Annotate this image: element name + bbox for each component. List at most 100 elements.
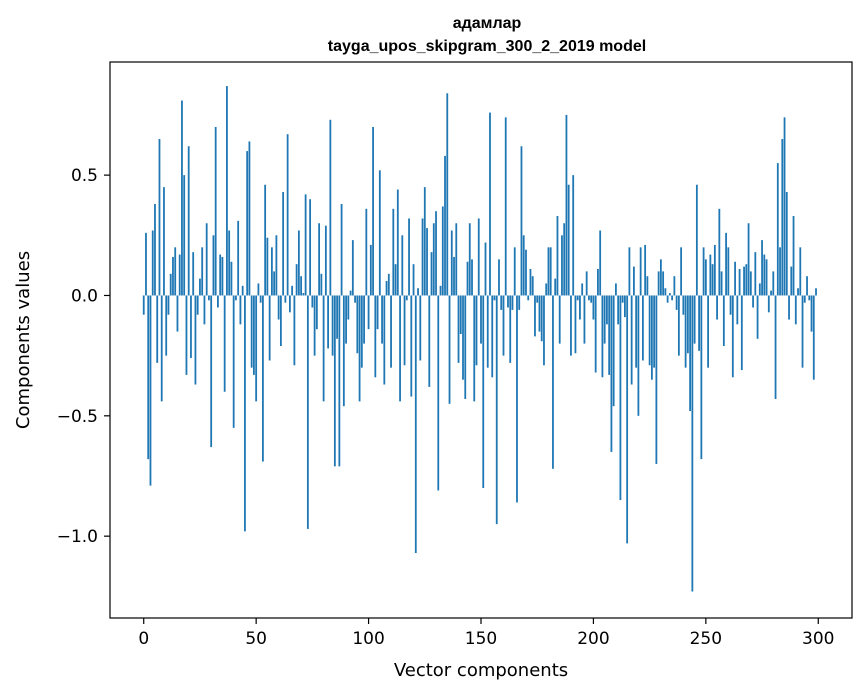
bar: [205, 223, 208, 296]
bar: [160, 295, 163, 402]
chart-title: адамлар: [453, 15, 522, 32]
bar: [538, 295, 541, 332]
bar: [666, 295, 669, 303]
bar: [713, 244, 716, 296]
bar: [300, 276, 303, 296]
bar: [525, 249, 527, 296]
bar: [534, 295, 536, 337]
bar: [511, 295, 514, 310]
bar: [210, 295, 213, 448]
bar: [232, 295, 235, 428]
bar: [163, 187, 165, 296]
bar: [790, 266, 793, 296]
bar: [387, 273, 390, 296]
bar: [441, 206, 444, 296]
bar: [576, 295, 579, 301]
bar: [475, 295, 478, 366]
bar: [543, 295, 545, 366]
y-tick-label: 0.5: [71, 166, 98, 186]
bar: [430, 252, 433, 296]
bar: [142, 295, 145, 315]
bar: [450, 230, 453, 296]
bar: [462, 295, 464, 380]
bar: [653, 295, 656, 368]
bar: [756, 295, 759, 339]
bar: [556, 216, 559, 296]
bar: [145, 232, 147, 296]
bar: [540, 295, 543, 342]
bar: [774, 295, 777, 399]
bar: [675, 295, 678, 310]
bar: [709, 254, 712, 296]
bar: [565, 114, 568, 296]
bar: [617, 295, 620, 325]
bar: [545, 283, 548, 296]
bar: [752, 295, 754, 308]
bar: [527, 295, 530, 301]
bar: [291, 285, 294, 296]
bar: [363, 295, 365, 344]
bar: [646, 276, 649, 296]
bar: [172, 256, 174, 296]
bar: [147, 295, 150, 460]
bar: [797, 288, 799, 296]
bar: [324, 225, 327, 296]
bar: [201, 247, 204, 296]
bar: [154, 204, 156, 296]
bar: [365, 208, 368, 296]
bar: [246, 151, 249, 296]
bar: [383, 295, 386, 385]
bar: [738, 269, 741, 296]
bar: [689, 295, 692, 411]
bar: [536, 295, 539, 303]
bar: [594, 295, 597, 373]
bar: [369, 244, 372, 296]
bar: [262, 295, 264, 462]
bar: [176, 295, 179, 332]
bar: [214, 126, 217, 296]
chart-subtitle: tayga_upos_skipgram_300_2_2019 model: [328, 38, 646, 55]
bar: [385, 281, 388, 296]
bar: [372, 126, 374, 296]
bar: [558, 295, 561, 344]
bar: [734, 261, 736, 296]
bar: [592, 295, 595, 320]
bar: [293, 295, 296, 366]
bar: [158, 139, 161, 296]
bar: [165, 295, 168, 356]
bar: [228, 230, 231, 296]
bar: [579, 295, 581, 320]
bar: [644, 244, 647, 296]
bar: [662, 271, 665, 296]
bar: [767, 295, 770, 313]
bar: [174, 247, 177, 296]
bar: [585, 271, 588, 296]
bar: [250, 295, 253, 368]
bar: [522, 235, 525, 296]
bar: [455, 223, 458, 296]
bar: [286, 134, 289, 296]
bar: [725, 232, 727, 296]
bar: [808, 295, 811, 301]
bar: [356, 295, 359, 354]
bar: [529, 269, 532, 296]
bar: [779, 247, 781, 296]
bar: [448, 295, 451, 404]
x-axis-label: Vector components: [394, 660, 568, 681]
bar: [720, 271, 723, 296]
bar: [338, 295, 341, 467]
bar: [282, 191, 285, 296]
bar: [358, 295, 361, 402]
bar: [745, 264, 748, 296]
bar: [668, 293, 671, 296]
bar: [473, 295, 476, 402]
bar: [788, 295, 790, 320]
bar: [268, 295, 271, 361]
bar: [423, 187, 426, 296]
bar: [729, 295, 732, 315]
bar: [318, 223, 321, 296]
bar: [639, 247, 642, 296]
bar: [671, 295, 674, 301]
bar: [610, 295, 613, 452]
x-tick-label: 50: [245, 629, 267, 649]
